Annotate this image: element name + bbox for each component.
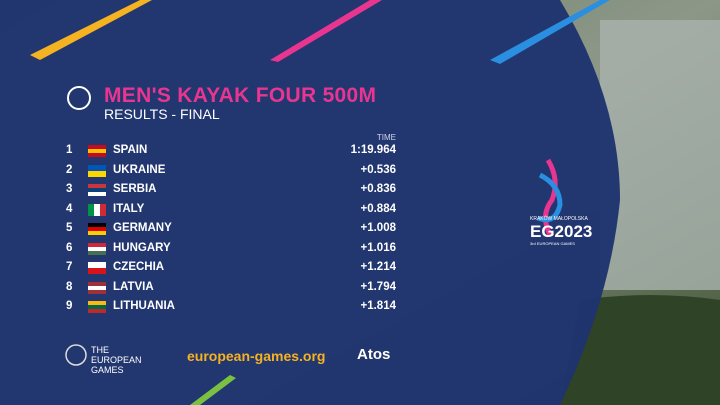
time: +0.536 [360, 163, 397, 176]
flag [88, 223, 106, 235]
logo-text: KRAKÓW MAŁOPOLSKA [530, 216, 588, 222]
rank: 2 [66, 163, 73, 176]
rank: 8 [66, 280, 73, 293]
flag [88, 262, 106, 274]
time: +1.814 [360, 300, 397, 312]
result-row: 9 LITHUANIA +1.814 [60, 298, 400, 316]
result-row: 3 SERBIA +0.836 [60, 181, 400, 199]
result-row: 1 SPAIN 1:19.964 [60, 142, 400, 160]
country: GERMANY [113, 222, 172, 234]
time: +1.794 [360, 280, 397, 293]
flag [88, 203, 106, 216]
rank: 6 [66, 241, 73, 254]
logo-text: EG2023 [530, 222, 593, 241]
result-row: 7 CZECHIA +1.214 [60, 259, 400, 277]
flag [88, 301, 106, 313]
country: LATVIA [113, 280, 154, 293]
url: european-games.org [187, 348, 326, 364]
rank: 7 [66, 261, 73, 273]
result-row: 2 UKRAINE +0.536 [60, 162, 400, 180]
rank: 5 [66, 222, 73, 234]
country: SERBIA [113, 183, 157, 195]
rank: 3 [66, 183, 73, 195]
subtitle: RESULTS - FINAL [104, 106, 220, 122]
country: CZECHIA [113, 261, 165, 273]
country: LITHUANIA [113, 300, 175, 312]
result-row: 6 HUNGARY +1.016 [60, 240, 400, 258]
flag [88, 145, 106, 157]
result-row: 8 LATVIA +1.794 [60, 279, 400, 297]
flag [88, 164, 106, 177]
time: 1:19.964 [350, 144, 396, 156]
rank: 4 [66, 202, 73, 215]
logo-text: 3rd EUROPEAN GAMES [530, 241, 575, 246]
time: +1.016 [360, 241, 397, 254]
country: ITALY [113, 202, 145, 215]
result-row: 5 GERMANY +1.008 [60, 220, 400, 238]
flag [88, 242, 106, 255]
time: +1.214 [360, 261, 397, 273]
flag [88, 281, 106, 294]
column-header: TIME [376, 133, 396, 142]
country: UKRAINE [113, 163, 166, 176]
sponsor: Atos [357, 346, 391, 363]
flag [88, 184, 106, 196]
time: +0.836 [360, 183, 397, 195]
result-row: 4 ITALY +0.884 [60, 201, 400, 219]
title: MEN'S KAYAK FOUR 500M [104, 84, 377, 107]
country: HUNGARY [113, 241, 171, 254]
time: +1.008 [360, 222, 397, 234]
organizer: THE EUROPEAN GAMES [91, 345, 142, 375]
rank: 1 [66, 144, 73, 156]
rank: 9 [66, 300, 73, 312]
country: SPAIN [113, 144, 148, 156]
time: +0.884 [360, 202, 397, 215]
